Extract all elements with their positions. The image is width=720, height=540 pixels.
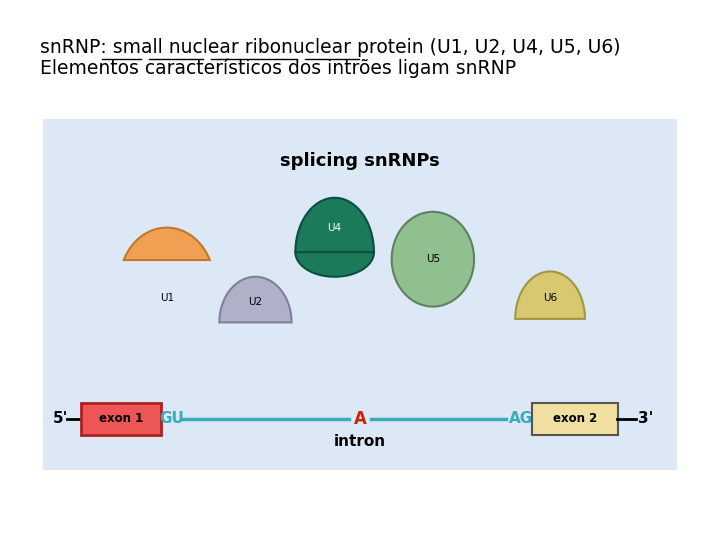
FancyBboxPatch shape: [81, 403, 161, 435]
Text: exon 2: exon 2: [553, 413, 597, 426]
PathPatch shape: [295, 252, 374, 276]
Text: AG: AG: [509, 411, 533, 427]
Text: intron: intron: [334, 434, 386, 449]
Text: U2: U2: [248, 297, 263, 307]
Text: GU: GU: [159, 411, 184, 427]
Text: U6: U6: [543, 293, 557, 302]
Text: snRNP: small nuclear ribonuclear protein (U1, U2, U4, U5, U6): snRNP: small nuclear ribonuclear protein…: [40, 38, 620, 57]
Text: A: A: [354, 410, 366, 428]
FancyBboxPatch shape: [43, 119, 677, 470]
Text: exon 1: exon 1: [99, 413, 143, 426]
Text: Elementos característicos dos intrões ligam snRNP: Elementos característicos dos intrões li…: [40, 59, 516, 78]
Text: U1: U1: [160, 293, 174, 303]
FancyBboxPatch shape: [532, 403, 618, 435]
Ellipse shape: [392, 212, 474, 307]
Text: U4: U4: [328, 222, 342, 233]
Text: U5: U5: [426, 254, 440, 264]
Text: 5': 5': [53, 411, 68, 427]
Text: splicing snRNPs: splicing snRNPs: [280, 152, 440, 170]
PathPatch shape: [124, 228, 210, 260]
PathPatch shape: [220, 277, 292, 322]
Text: 3': 3': [638, 411, 653, 427]
PathPatch shape: [295, 198, 374, 252]
PathPatch shape: [516, 272, 585, 319]
